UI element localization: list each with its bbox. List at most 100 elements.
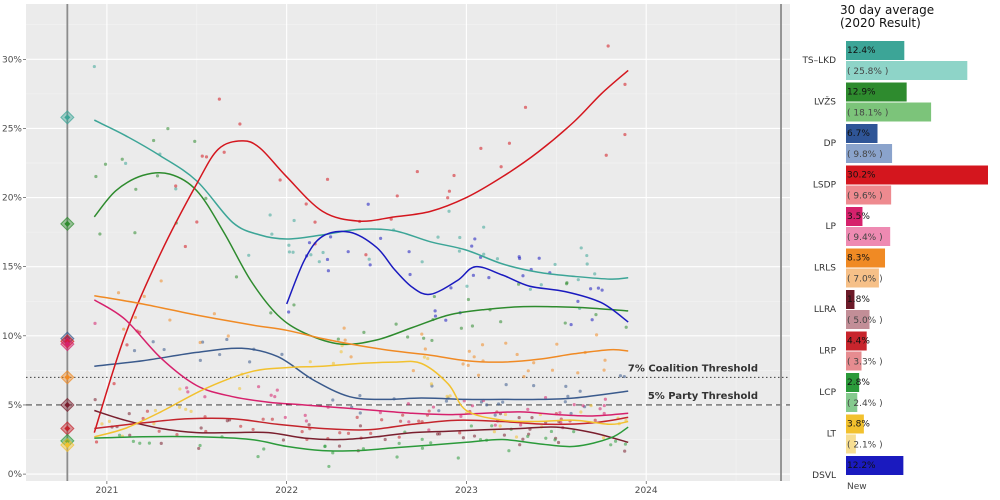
poll-point: [358, 393, 362, 398]
poll-point: [339, 350, 343, 354]
poll-point: [499, 165, 503, 169]
current-bar: [846, 82, 907, 102]
poll-point: [406, 335, 410, 339]
poll-point: [225, 337, 229, 342]
poll-point: [313, 220, 317, 224]
poll-point: [155, 174, 160, 178]
party-label: DP: [824, 139, 837, 149]
trend-line-dp: [94, 347, 629, 401]
poll-point: [283, 415, 287, 420]
poll-point: [479, 146, 483, 150]
bar-group-llra: LLRA 1.8% ( 5.0% ): [814, 290, 883, 329]
poll-point: [579, 246, 583, 250]
poll-point: [544, 436, 548, 440]
poll-point: [273, 394, 277, 399]
trend-line-ts–lkd: [93, 119, 629, 280]
poll-point: [585, 253, 589, 258]
x-tick-label: 2021: [95, 486, 118, 496]
poll-point: [401, 413, 405, 417]
poll-point: [367, 257, 371, 261]
poll-point: [287, 250, 292, 254]
poll-point: [432, 294, 436, 299]
poll-point: [472, 434, 477, 438]
current-value-label: 3.5%: [847, 212, 870, 222]
poll-point: [565, 281, 569, 285]
poll-point: [304, 202, 308, 206]
poll-point: [515, 352, 519, 357]
poll-point: [189, 409, 193, 413]
poll-point: [480, 343, 485, 347]
poll-point: [212, 312, 216, 316]
party-label: LRP: [819, 347, 836, 357]
bar-group-ts–lkd: TS–LKD 12.4% ( 25.8% ): [801, 41, 968, 80]
poll-point: [307, 423, 311, 427]
poll-point: [364, 253, 368, 257]
x-tick-label: 2023: [455, 486, 478, 496]
poll-point: [436, 235, 440, 239]
trend-line-lsdp: [93, 69, 629, 433]
y-tick-label: 0%: [8, 470, 23, 480]
poll-point: [411, 369, 415, 373]
poll-point: [601, 436, 606, 440]
poll-point: [303, 413, 307, 417]
poll-point: [426, 356, 430, 361]
y-tick-label: 30%: [2, 55, 22, 65]
poll-point: [504, 341, 508, 345]
previous-value-label: ( 9.6% ): [847, 192, 883, 202]
poll-point: [526, 434, 530, 438]
previous-bar: [846, 102, 932, 122]
current-bar: [846, 373, 860, 392]
poll-point: [100, 422, 104, 426]
poll-point: [517, 415, 521, 420]
poll-point: [304, 419, 309, 423]
poll-point: [116, 291, 121, 295]
poll-point: [458, 431, 462, 435]
poll-point: [152, 138, 156, 143]
poll-point: [358, 411, 362, 415]
current-value-label: 4.4%: [847, 337, 870, 347]
previous-bar: [846, 351, 862, 371]
poll-point: [613, 439, 618, 443]
poll-point: [238, 122, 242, 126]
poll-point: [447, 209, 451, 213]
poll-point: [473, 237, 477, 241]
poll-point: [521, 437, 525, 441]
poll-point: [437, 409, 441, 413]
poll-point: [262, 447, 266, 451]
poll-point: [470, 324, 475, 328]
poll-point: [420, 260, 424, 264]
poll-point: [343, 338, 347, 342]
poll-point: [471, 273, 476, 277]
poll-point: [431, 405, 436, 409]
poll-point: [142, 294, 146, 299]
current-bar: [846, 456, 904, 475]
poll-point: [504, 383, 508, 387]
average-bar-chart: 30 day average(2020 Result) TS–LKD 12.4% ( …: [801, 3, 988, 492]
poll-point: [185, 386, 189, 390]
plot-panel: [26, 4, 790, 481]
threshold-label: 7% Coalition Threshold: [628, 363, 758, 374]
poll-point: [199, 426, 203, 430]
poll-point: [269, 311, 273, 315]
poll-point: [152, 422, 156, 426]
poll-point: [309, 253, 313, 257]
poll-point: [308, 360, 312, 364]
previous-bar: [846, 227, 891, 246]
poll-point: [459, 326, 463, 330]
poll-point: [133, 231, 137, 235]
x-tick-label: 2024: [635, 486, 658, 496]
poll-point: [198, 358, 202, 362]
poll-point: [420, 332, 424, 336]
poll-point: [327, 464, 331, 469]
poll-point: [526, 407, 530, 412]
trend-line-lvžs: [93, 171, 629, 346]
poll-point: [397, 441, 401, 446]
previous-bar: [846, 61, 968, 80]
poll-point: [514, 435, 519, 439]
poll-point: [602, 368, 606, 372]
bar-group-lsdp: LSDP 30.2% ( 9.6% ): [813, 165, 988, 205]
poll-point: [198, 340, 202, 345]
poll-point: [472, 355, 476, 359]
previous-value-label: ( 2.1% ): [847, 441, 883, 451]
poll-point: [623, 442, 628, 446]
